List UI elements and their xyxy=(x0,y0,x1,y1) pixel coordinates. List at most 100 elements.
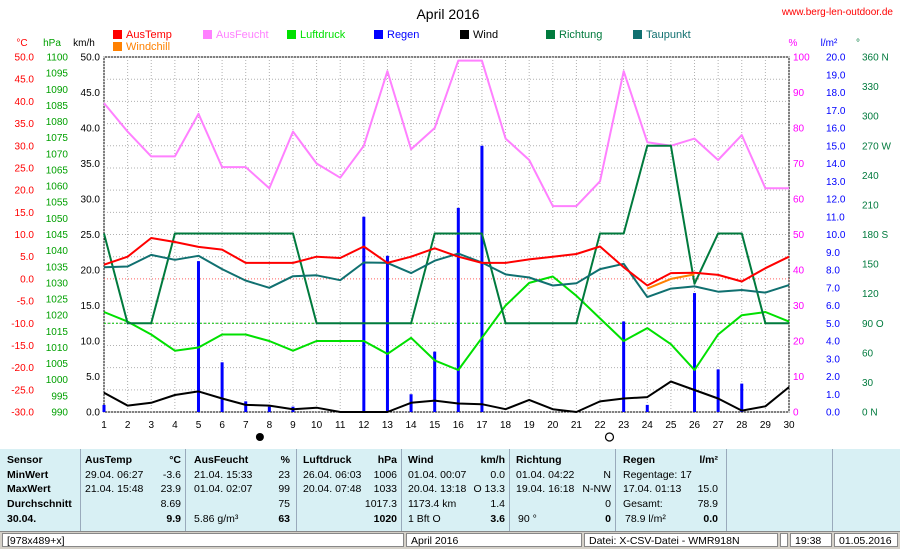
wind-axis-tick-label: 5.0 xyxy=(86,372,100,383)
x-axis-tick-label: 5 xyxy=(196,420,202,431)
stats-ausfeucht-avg-val: 75 xyxy=(278,498,290,510)
stats-austemp-max-val: 23.9 xyxy=(160,483,181,495)
pressure-axis-tick-label: 1090 xyxy=(46,85,69,96)
pressure-axis-tick-label: 1055 xyxy=(46,198,69,209)
stats-austemp-avg-val: 8.69 xyxy=(160,498,181,510)
stats-richtung-last-val: 0 xyxy=(605,513,611,525)
x-axis-tick-label: 14 xyxy=(406,420,418,431)
pressure-axis-tick-label: 1040 xyxy=(46,246,69,257)
legend-swatch xyxy=(287,30,296,39)
series-line-richtung xyxy=(103,144,789,325)
plot-area: 50.045.040.035.030.025.020.015.010.05.00… xyxy=(11,53,891,442)
stats-ausfeucht-column: AusFeucht % 21.04. 15:33 23 01.04. 02:07… xyxy=(186,449,297,531)
temp-axis-tick-label: -10.0 xyxy=(11,319,34,330)
x-axis-tick-label: 7 xyxy=(243,420,249,431)
legend-label: Windchill xyxy=(126,41,171,53)
full-moon-icon xyxy=(255,433,264,441)
stats-luftdruck-max-time: 20.04. 07:48 xyxy=(303,483,362,495)
stats-richtung-column: Richtung 01.04. 04:22 N 19.04. 16:18 N-N… xyxy=(510,449,616,531)
rain-bar xyxy=(480,145,484,412)
direction-axis-tick-label: 90 O xyxy=(862,319,884,330)
stats-wind-min-val: 0.0 xyxy=(490,469,505,481)
temp-axis-tick-label: 20.0 xyxy=(15,186,35,197)
x-axis-tick-label: 3 xyxy=(148,420,154,431)
x-axis-tick-label: 6 xyxy=(219,420,225,431)
rain-bar xyxy=(693,293,697,412)
wind-axis-tick-label: 50.0 xyxy=(81,53,101,64)
stats-ausfeucht-min-time: 21.04. 15:33 xyxy=(194,469,253,481)
pressure-axis-tick-label: 1030 xyxy=(46,278,69,289)
legend-swatch xyxy=(113,30,122,39)
temp-axis-tick-label: 5.0 xyxy=(20,252,34,263)
axis-unit-pressure: hPa xyxy=(43,38,61,49)
x-axis-tick-label: 26 xyxy=(689,420,701,431)
stats-regen-max-val: 15.0 xyxy=(697,483,718,495)
stats-richtung-min-time: 01.04. 04:22 xyxy=(516,469,575,481)
legend-item-windchill: Windchill xyxy=(113,41,170,53)
legend-item-luftdruck: Luftdruck xyxy=(287,29,345,41)
wind-axis-tick-label: 25.0 xyxy=(81,230,101,241)
direction-axis-tick-label: 360 N xyxy=(862,53,889,64)
x-axis-tick-label: 13 xyxy=(382,420,394,431)
stats-austemp-unit: °C xyxy=(169,454,181,466)
x-axis-tick-label: 15 xyxy=(429,420,441,431)
legend-swatch xyxy=(203,30,212,39)
rain-axis-tick-label: 18.0 xyxy=(826,88,846,99)
stats-richtung-deg: 90 ° xyxy=(518,513,537,525)
legend-swatch xyxy=(546,30,555,39)
stats-luftdruck-min-time: 26.04. 06:03 xyxy=(303,469,362,481)
x-axis-tick-label: 11 xyxy=(335,420,346,431)
pressure-axis-tick-label: 995 xyxy=(51,391,68,402)
x-axis-tick-label: 12 xyxy=(358,420,370,431)
x-axis-tick-label: 9 xyxy=(290,420,296,431)
stats-austemp-max-time: 21.04. 15:48 xyxy=(85,483,144,495)
status-file: Datei: X-CSV-Datei - WMR918N xyxy=(584,533,778,547)
new-moon-icon xyxy=(604,432,615,442)
series-line-wind xyxy=(103,380,790,413)
series-line-windchill xyxy=(646,273,695,290)
rain-bar xyxy=(267,406,271,412)
stats-ausfeucht-max-time: 01.04. 02:07 xyxy=(194,483,253,495)
legend-item-wind: Wind xyxy=(460,29,498,41)
humidity-axis-tick-label: 100 xyxy=(793,53,810,64)
stats-ausfeucht-last-val: 63 xyxy=(278,513,290,525)
temp-axis-tick-label: -20.0 xyxy=(11,363,34,374)
stats-luftdruck-max-val: 1033 xyxy=(373,483,397,495)
humidity-axis-tick-label: 10 xyxy=(793,372,805,383)
rain-axis-tick-label: 9.0 xyxy=(826,248,840,259)
x-axis-tick-label: 29 xyxy=(760,420,772,431)
pressure-axis-tick-label: 1065 xyxy=(46,165,69,176)
temp-axis-tick-label: 25.0 xyxy=(15,163,35,174)
temp-axis-tick-label: -15.0 xyxy=(11,341,34,352)
direction-axis-tick-label: 330 xyxy=(862,82,879,93)
series-line-luftdruck xyxy=(103,275,790,371)
stats-wind-last-val: 3.6 xyxy=(490,513,505,525)
wind-axis-tick-label: 30.0 xyxy=(81,195,101,206)
rain-axis-tick-label: 13.0 xyxy=(826,177,846,188)
x-axis-tick-label: 22 xyxy=(594,420,606,431)
direction-axis-tick-label: 60 xyxy=(862,348,874,359)
rain-bar xyxy=(645,404,649,412)
temp-axis-tick-label: 10.0 xyxy=(15,230,35,241)
stats-wind-unit: km/h xyxy=(480,454,505,466)
x-axis-tick-label: 28 xyxy=(736,420,748,431)
wind-axis-tick-label: 0.0 xyxy=(86,408,100,419)
stats-max-label: MaxWert xyxy=(7,483,51,495)
stats-richtung-min-val: N xyxy=(603,469,611,481)
stats-luftdruck-min-val: 1006 xyxy=(373,469,397,481)
pressure-axis-tick-label: 1020 xyxy=(46,311,69,322)
humidity-axis-tick-label: 70 xyxy=(793,159,805,170)
pressure-axis-tick-label: 990 xyxy=(51,408,68,419)
stats-regen-total-val: 78.9 xyxy=(697,498,718,510)
stats-austemp-header: AusTemp xyxy=(85,454,133,466)
stats-wind-km: 1173.4 km xyxy=(408,498,457,510)
temp-axis-tick-label: 0.0 xyxy=(20,274,34,285)
legend-item-regen: Regen xyxy=(374,29,419,41)
rain-axis-tick-label: 15.0 xyxy=(826,141,846,152)
stats-regen-max-time: 17.04. 01:13 xyxy=(623,483,682,495)
legend-item-taupunkt: Taupunkt xyxy=(633,29,691,41)
pressure-axis-tick-label: 1095 xyxy=(46,69,69,80)
stats-austemp-column: AusTemp °C 29.04. 06:27 -3.6 21.04. 15:4… xyxy=(81,449,186,531)
humidity-axis-tick-label: 80 xyxy=(793,124,805,135)
humidity-axis-tick-label: 50 xyxy=(793,230,805,241)
